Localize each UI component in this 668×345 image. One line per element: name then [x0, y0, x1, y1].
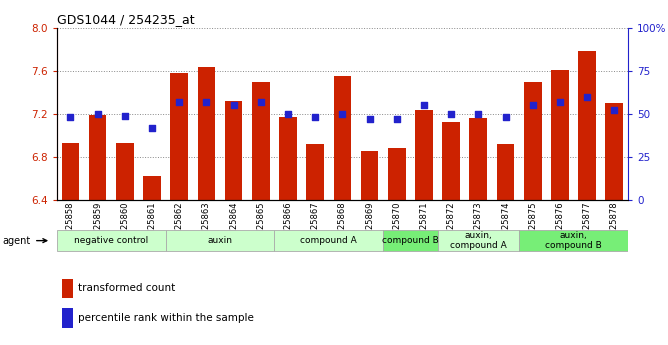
- Bar: [224, 101, 242, 200]
- Bar: [57, 230, 166, 251]
- Bar: [524, 81, 542, 200]
- Text: agent: agent: [3, 236, 47, 246]
- Bar: [170, 73, 188, 200]
- Bar: [442, 122, 460, 200]
- Point: [255, 99, 266, 105]
- Bar: [605, 103, 623, 200]
- Point: [283, 111, 293, 117]
- Point: [364, 116, 375, 122]
- Text: transformed count: transformed count: [78, 284, 176, 293]
- Point: [528, 102, 538, 108]
- Text: auxin,
compound B: auxin, compound B: [545, 231, 602, 250]
- Bar: [63, 279, 73, 298]
- Bar: [438, 230, 519, 251]
- Bar: [143, 176, 161, 200]
- Text: auxin: auxin: [208, 236, 232, 245]
- Point: [419, 102, 430, 108]
- Bar: [388, 148, 405, 200]
- Bar: [307, 144, 324, 200]
- Point: [120, 113, 130, 118]
- Bar: [551, 70, 568, 200]
- Bar: [470, 118, 487, 200]
- Bar: [415, 110, 433, 200]
- Point: [337, 111, 347, 117]
- Bar: [89, 115, 106, 200]
- Bar: [361, 150, 378, 200]
- Bar: [519, 230, 628, 251]
- Point: [554, 99, 565, 105]
- Bar: [578, 51, 596, 200]
- Point: [609, 108, 620, 113]
- Point: [92, 111, 103, 117]
- Bar: [279, 117, 297, 200]
- Point: [174, 99, 184, 105]
- Point: [147, 125, 158, 130]
- Point: [65, 115, 75, 120]
- Text: compound A: compound A: [301, 236, 357, 245]
- Bar: [198, 68, 215, 200]
- Bar: [166, 230, 275, 251]
- Point: [310, 115, 321, 120]
- Point: [201, 99, 212, 105]
- Point: [228, 102, 239, 108]
- Bar: [333, 76, 351, 200]
- Bar: [63, 308, 73, 328]
- Text: auxin,
compound A: auxin, compound A: [450, 231, 507, 250]
- Text: percentile rank within the sample: percentile rank within the sample: [78, 313, 255, 323]
- Text: compound B: compound B: [382, 236, 439, 245]
- Point: [500, 115, 511, 120]
- Bar: [275, 230, 383, 251]
- Point: [446, 111, 456, 117]
- Bar: [383, 230, 438, 251]
- Text: GDS1044 / 254235_at: GDS1044 / 254235_at: [57, 13, 194, 27]
- Bar: [116, 143, 134, 200]
- Point: [473, 111, 484, 117]
- Bar: [61, 143, 79, 200]
- Bar: [252, 81, 270, 200]
- Point: [391, 116, 402, 122]
- Text: negative control: negative control: [74, 236, 148, 245]
- Bar: [497, 144, 514, 200]
- Point: [582, 94, 593, 99]
